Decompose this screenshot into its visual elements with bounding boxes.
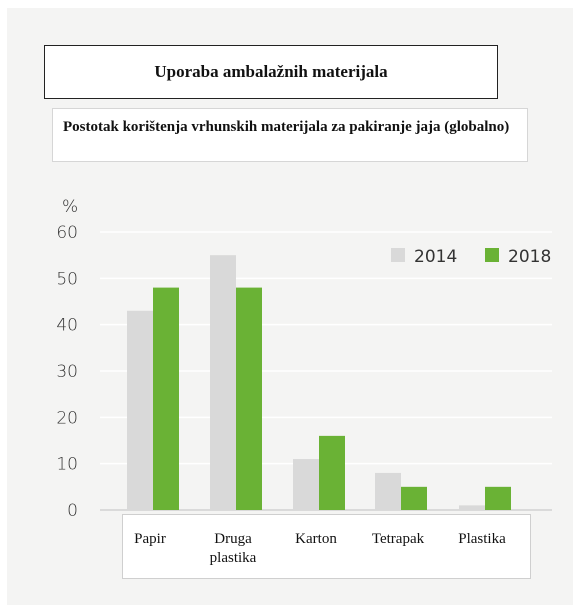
bar-2014 (375, 472, 401, 510)
bar-2014 (127, 310, 153, 510)
x-tick-label: Druga plastika (210, 531, 257, 566)
y-tick-label: 50 (56, 269, 78, 289)
x-tick-label: Plastika (458, 531, 506, 547)
x-tick-label: Tetrapak (372, 531, 425, 547)
bar-2018 (236, 287, 262, 510)
y-tick-label: 60 (56, 223, 78, 243)
x-tick-label: Papir (134, 531, 166, 547)
bar-2014 (293, 459, 319, 510)
y-axis-ticks: 0 10 20 30 40 50 60 (56, 223, 78, 521)
category-label-box (122, 514, 531, 579)
legend-swatch (391, 248, 405, 262)
legend-swatch (485, 248, 499, 262)
legend-label: 2018 (508, 247, 551, 267)
bars (127, 255, 511, 510)
y-axis-label: % (62, 197, 78, 217)
y-tick-label: 40 (56, 316, 78, 336)
bar-2018 (319, 435, 345, 510)
bar-2018 (485, 486, 511, 510)
legend-label: 2014 (414, 247, 457, 267)
bar-2018 (153, 287, 179, 510)
bar-2018 (401, 486, 427, 510)
x-tick-label: Karton (295, 531, 337, 547)
y-tick-label: 10 (56, 455, 78, 475)
chart-subtitle: Postotak korištenja vrhunskih materijala… (52, 108, 528, 162)
chart-title: Uporaba ambalažnih materijala (44, 45, 498, 99)
legend: 2014 2018 (391, 247, 551, 267)
y-tick-label: 20 (56, 408, 78, 428)
category-labels: Papir Druga plastika Karton Tetrapak Plastika (134, 531, 506, 566)
y-tick-label: 30 (56, 362, 78, 382)
bar-2014 (459, 505, 485, 510)
bar-2014 (210, 255, 236, 510)
y-tick-label: 0 (67, 501, 78, 521)
